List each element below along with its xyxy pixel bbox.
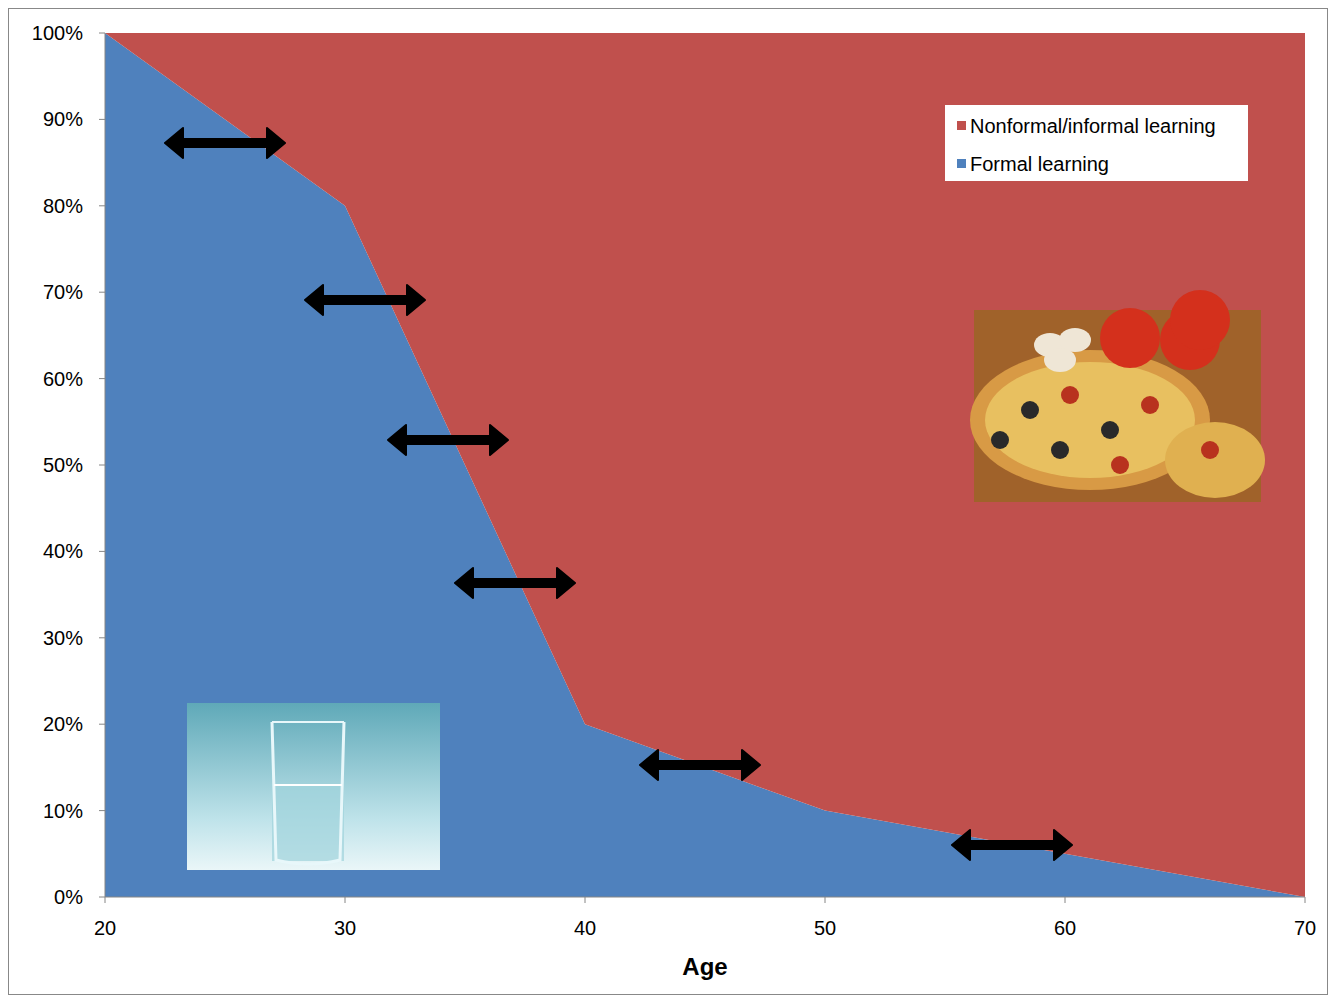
x-tick: [585, 897, 586, 903]
mushroom: [1044, 348, 1076, 372]
x-axis-title: Age: [682, 953, 727, 980]
topping: [1051, 441, 1069, 459]
x-tick: [105, 897, 106, 903]
topping: [1101, 421, 1119, 439]
y-tick-label: 10%: [43, 800, 83, 822]
x-tick-label: 40: [574, 917, 596, 939]
water-line: [274, 784, 342, 786]
legend-box: [945, 105, 1248, 181]
area: [105, 33, 1305, 897]
x-tick: [1065, 897, 1066, 903]
chart-frame: [9, 9, 1328, 995]
pizza-picture: [970, 290, 1265, 502]
y-tick-label: 40%: [43, 540, 83, 562]
x-tick-label: 50: [814, 917, 836, 939]
area: [105, 33, 1305, 897]
glass-rim: [272, 721, 344, 723]
y-tick: [99, 724, 105, 725]
pizza-slice: [1165, 422, 1265, 498]
legend-swatch: [957, 121, 966, 130]
x-tick: [825, 897, 826, 903]
legend: Nonformal/informal learning Formal learni…: [945, 105, 1248, 181]
legend-swatch: [957, 159, 966, 168]
y-tick: [99, 292, 105, 293]
glass-picture: [187, 703, 440, 870]
x-tick-label: 60: [1054, 917, 1076, 939]
y-tick: [99, 637, 105, 638]
legend-label: Nonformal/informal learning: [970, 115, 1216, 137]
picture-background: [187, 703, 440, 870]
y-tick-label: 80%: [43, 195, 83, 217]
double-arrow: [455, 568, 575, 598]
topping: [1111, 456, 1129, 474]
y-tick-label: 60%: [43, 368, 83, 390]
topping: [1201, 441, 1219, 459]
y-tick: [99, 119, 105, 120]
x-tick: [1305, 897, 1306, 903]
topping: [991, 431, 1009, 449]
y-tick-label: 70%: [43, 281, 83, 303]
double-arrow: [305, 285, 425, 315]
topping: [1061, 386, 1079, 404]
y-tick: [99, 378, 105, 379]
chart: 0% 10% 20% 30% 40% 50% 60% 70% 80% 90% 100% 20 30 40 5…: [0, 0, 1336, 1003]
y-tick: [99, 33, 105, 34]
pizza-cheese: [985, 362, 1195, 478]
y-tick-label: 0%: [54, 886, 83, 908]
y-tick: [99, 897, 105, 898]
glass-outline: [272, 722, 344, 864]
y-tick-label: 90%: [43, 108, 83, 130]
double-arrow: [165, 128, 285, 158]
topping: [1021, 401, 1039, 419]
x-tick-label: 30: [334, 917, 356, 939]
x-tick-label: 70: [1294, 917, 1316, 939]
double-arrow: [952, 830, 1072, 860]
x-tick: [345, 897, 346, 903]
y-tick: [99, 810, 105, 811]
y-tick: [99, 551, 105, 552]
x-tick-label: 20: [94, 917, 116, 939]
tomato: [1100, 308, 1160, 368]
plot-area: [105, 33, 1305, 897]
y-tick-label: 30%: [43, 627, 83, 649]
y-tick: [99, 205, 105, 206]
double-arrow: [640, 750, 760, 780]
y-tick-label: 50%: [43, 454, 83, 476]
glass-water: [272, 785, 344, 861]
x-axis: [105, 897, 1305, 898]
y-tick-label: 20%: [43, 713, 83, 735]
legend-label: Formal learning: [970, 153, 1109, 175]
topping: [1141, 396, 1159, 414]
y-tick-label: 100%: [32, 22, 83, 44]
y-tick: [99, 465, 105, 466]
double-arrow: [388, 425, 508, 455]
tomato: [1170, 290, 1230, 350]
